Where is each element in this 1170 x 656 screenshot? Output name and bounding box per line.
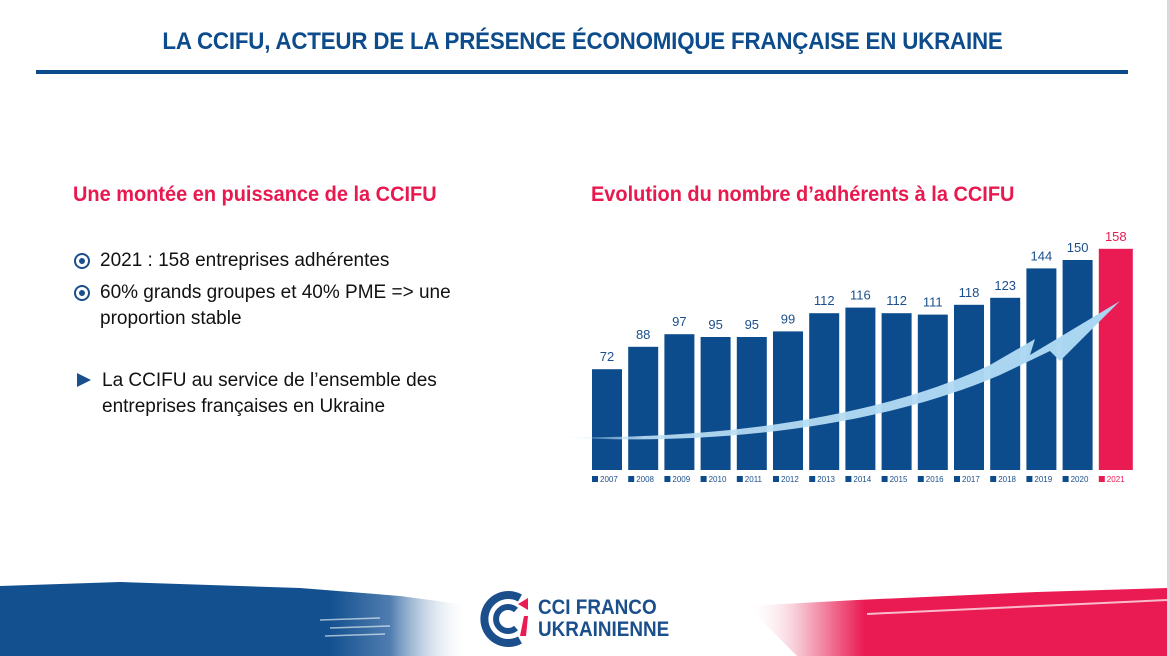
radio-bullet-icon xyxy=(74,285,90,301)
bar-2015 xyxy=(881,313,912,470)
legend-label-2016: 2016 xyxy=(926,475,944,484)
bar-2011 xyxy=(736,337,767,470)
legend-label-2014: 2014 xyxy=(853,475,871,484)
legend-label-2007: 2007 xyxy=(600,475,618,484)
cci-franco-ukrainienne-logo: CCI FRANCO UKRAINIENNE xyxy=(480,590,684,648)
data-label-2009: 97 xyxy=(672,314,686,329)
data-label-2016: 111 xyxy=(923,295,943,310)
chart-title: Evolution du nombre d’adhérents à la CCI… xyxy=(591,183,1015,206)
bar-2021 xyxy=(1098,248,1133,470)
legend-label-2012: 2012 xyxy=(781,475,799,484)
bullet-text: 2021 : 158 entreprises adhérentes xyxy=(100,250,390,271)
legend-label-2020: 2020 xyxy=(1071,475,1089,484)
data-label-2008: 88 xyxy=(636,327,650,342)
title-divider xyxy=(36,70,1128,74)
page-title: LA CCIFU, ACTEUR DE LA PRÉSENCE ÉCONOMIQ… xyxy=(162,28,1003,55)
bullet-text: 60% grands groupes et 40% PME => une pro… xyxy=(100,282,451,329)
legend-swatch-2018 xyxy=(990,476,997,482)
legend-swatch-2020 xyxy=(1062,476,1069,482)
data-label-2021: 158 xyxy=(1105,229,1127,244)
triangle-right-icon xyxy=(77,373,91,387)
legend-swatch-2021 xyxy=(1098,476,1105,482)
bar-2009 xyxy=(664,334,695,470)
bullet-item: 60% grands groupes et 40% PME => une pro… xyxy=(74,280,494,332)
legend-swatch-2007 xyxy=(592,476,598,482)
data-label-2018: 123 xyxy=(994,278,1016,293)
data-label-2020: 150 xyxy=(1067,240,1089,255)
footer-red-brushstroke xyxy=(747,588,1167,656)
logo-text: CCI FRANCO UKRAINIENNE xyxy=(538,597,669,641)
legend-swatch-2012 xyxy=(773,476,779,482)
logo-line-2: UKRAINIENNE xyxy=(538,618,670,641)
footer-blue-brushstroke xyxy=(0,582,470,656)
data-label-2010: 95 xyxy=(708,317,722,332)
data-label-2007: 72 xyxy=(600,349,614,364)
bullet-list: 2021 : 158 entreprises adhérentes 60% gr… xyxy=(74,248,494,338)
legend-label-2009: 2009 xyxy=(672,475,690,484)
data-label-2015: 112 xyxy=(886,293,907,308)
legend-swatch-2016 xyxy=(917,476,924,482)
trend-arrow xyxy=(560,301,1120,440)
bar-2013 xyxy=(809,313,840,470)
section-heading: Une montée en puissance de la CCIFU xyxy=(73,183,437,206)
data-label-2011: 95 xyxy=(745,317,759,332)
bar-2012 xyxy=(773,331,803,470)
legend-label-2010: 2010 xyxy=(709,475,727,484)
data-label-2014: 116 xyxy=(850,288,871,303)
legend-swatch-2009 xyxy=(664,476,671,482)
bar-2019 xyxy=(1026,268,1057,470)
legend-label-2008: 2008 xyxy=(636,475,654,484)
bar-2020 xyxy=(1062,260,1093,470)
legend-label-2019: 2019 xyxy=(1034,475,1052,484)
legend-swatch-2019 xyxy=(1026,476,1033,482)
legend-swatch-2015 xyxy=(881,476,888,482)
legend-swatch-2011 xyxy=(736,476,743,482)
legend-label-2013: 2013 xyxy=(817,475,835,484)
data-label-2013: 112 xyxy=(814,293,835,308)
bar-2014 xyxy=(845,307,876,470)
legend-label-2021: 2021 xyxy=(1107,475,1125,484)
legend-swatch-2010 xyxy=(700,476,707,482)
arrow-bullet-item: La CCIFU au service de l’ensemble des en… xyxy=(77,368,462,420)
cci-logo-icon xyxy=(480,591,528,647)
legend-swatch-2008 xyxy=(628,476,635,482)
data-label-2017: 118 xyxy=(959,285,980,300)
logo-line-1: CCI FRANCO xyxy=(538,596,657,619)
legend-swatch-2017 xyxy=(954,476,960,482)
legend-swatch-2013 xyxy=(809,476,816,482)
legend-swatch-2014 xyxy=(845,476,852,482)
legend-label-2015: 2015 xyxy=(890,475,908,484)
bar-2018 xyxy=(990,297,1021,470)
radio-bullet-icon xyxy=(74,253,90,269)
bullet-item: 2021 : 158 entreprises adhérentes xyxy=(74,248,494,274)
bar-2007 xyxy=(592,369,622,470)
data-label-2019: 144 xyxy=(1031,248,1053,263)
legend-label-2018: 2018 xyxy=(998,475,1016,484)
slide-edge xyxy=(1167,0,1170,656)
legend-label-2011: 2011 xyxy=(745,475,763,484)
data-label-2012: 99 xyxy=(781,311,795,326)
arrow-bullet-text: La CCIFU au service de l’ensemble des en… xyxy=(102,370,437,417)
bar-2008 xyxy=(628,346,659,470)
bar-2010 xyxy=(700,337,731,470)
legend-label-2017: 2017 xyxy=(962,475,980,484)
